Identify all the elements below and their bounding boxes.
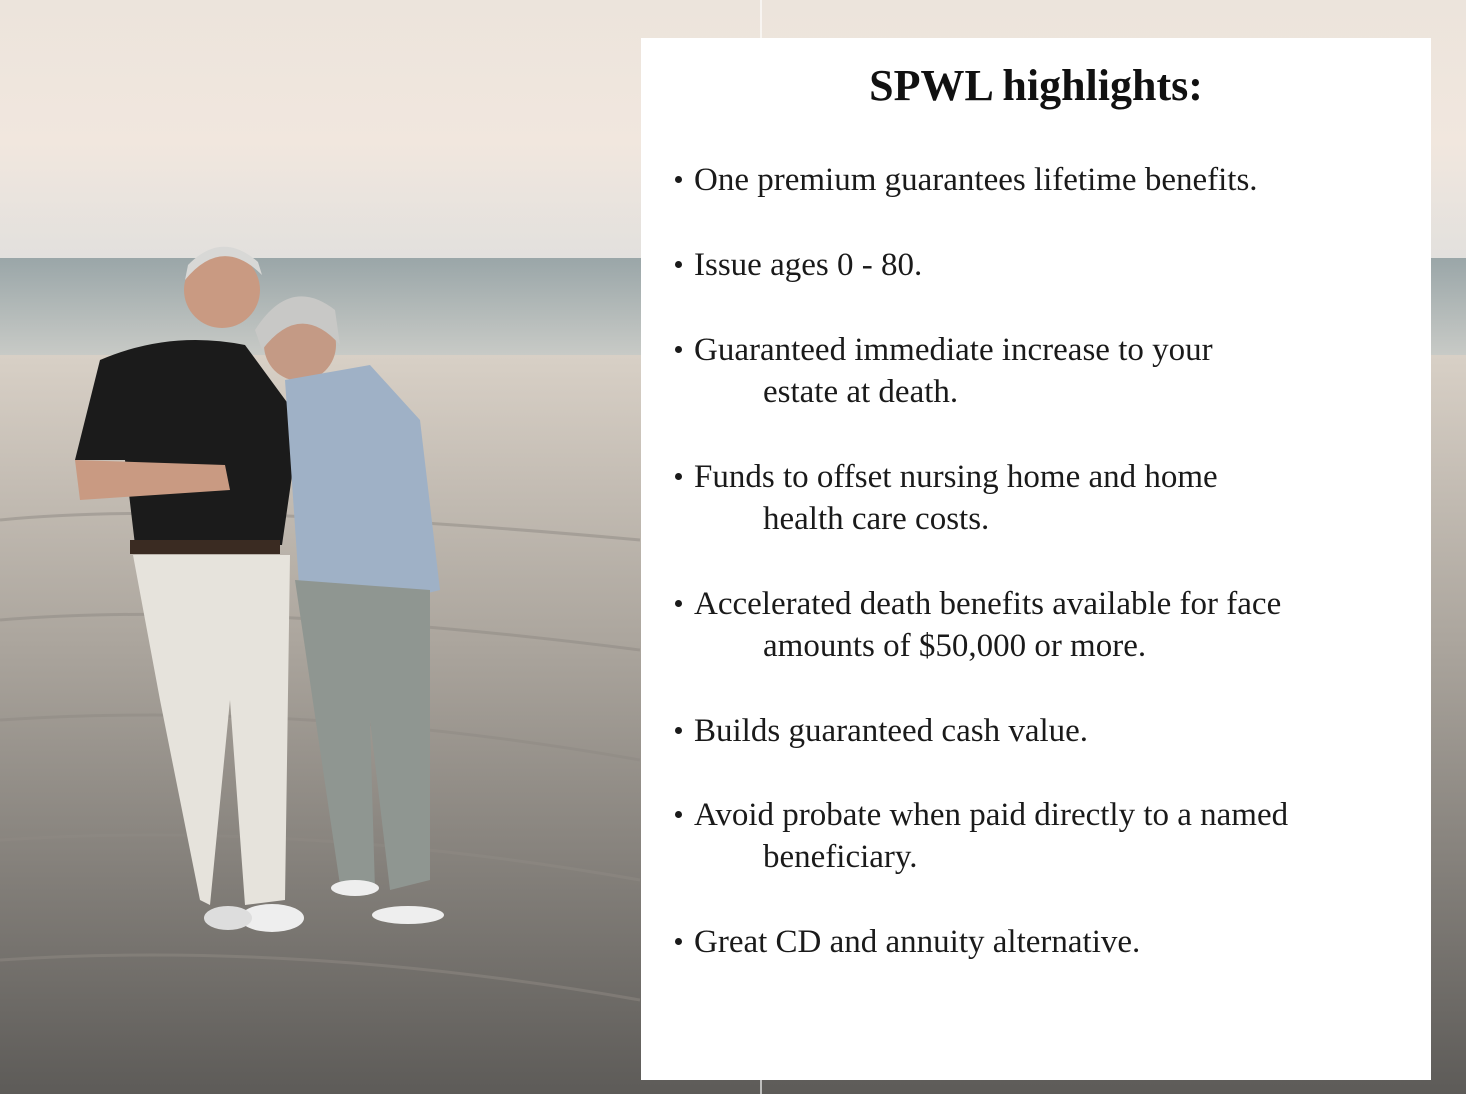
bullet	[675, 727, 682, 734]
highlight-text: Avoid probate when paid directly to a na…	[694, 795, 1288, 835]
highlight-continuation: estate at death.	[763, 372, 958, 412]
bullet	[675, 938, 682, 945]
bullet	[675, 600, 682, 607]
highlight-text: Issue ages 0 - 80.	[694, 245, 922, 285]
page: SPWL highlights: One premium guarantees …	[0, 0, 1466, 1094]
highlight-text: Funds to offset nursing home and home	[694, 457, 1218, 497]
highlight-text: Builds guaranteed cash value.	[694, 711, 1088, 751]
bullet	[675, 261, 682, 268]
highlight-text: One premium guarantees lifetime benefits…	[694, 160, 1258, 200]
bullet	[675, 176, 682, 183]
bullet	[675, 346, 682, 353]
highlight-continuation: amounts of $50,000 or more.	[763, 626, 1146, 666]
highlight-continuation: health care costs.	[763, 499, 989, 539]
highlights-panel: SPWL highlights: One premium guarantees …	[641, 38, 1431, 1080]
highlight-text: Guaranteed immediate increase to your	[694, 330, 1213, 370]
bullet	[675, 811, 682, 818]
bullet	[675, 473, 682, 480]
title: SPWL highlights:	[641, 60, 1431, 111]
highlight-text: Accelerated death benefits available for…	[694, 584, 1281, 624]
highlight-continuation: beneficiary.	[763, 837, 918, 877]
highlight-text: Great CD and annuity alternative.	[694, 922, 1140, 962]
